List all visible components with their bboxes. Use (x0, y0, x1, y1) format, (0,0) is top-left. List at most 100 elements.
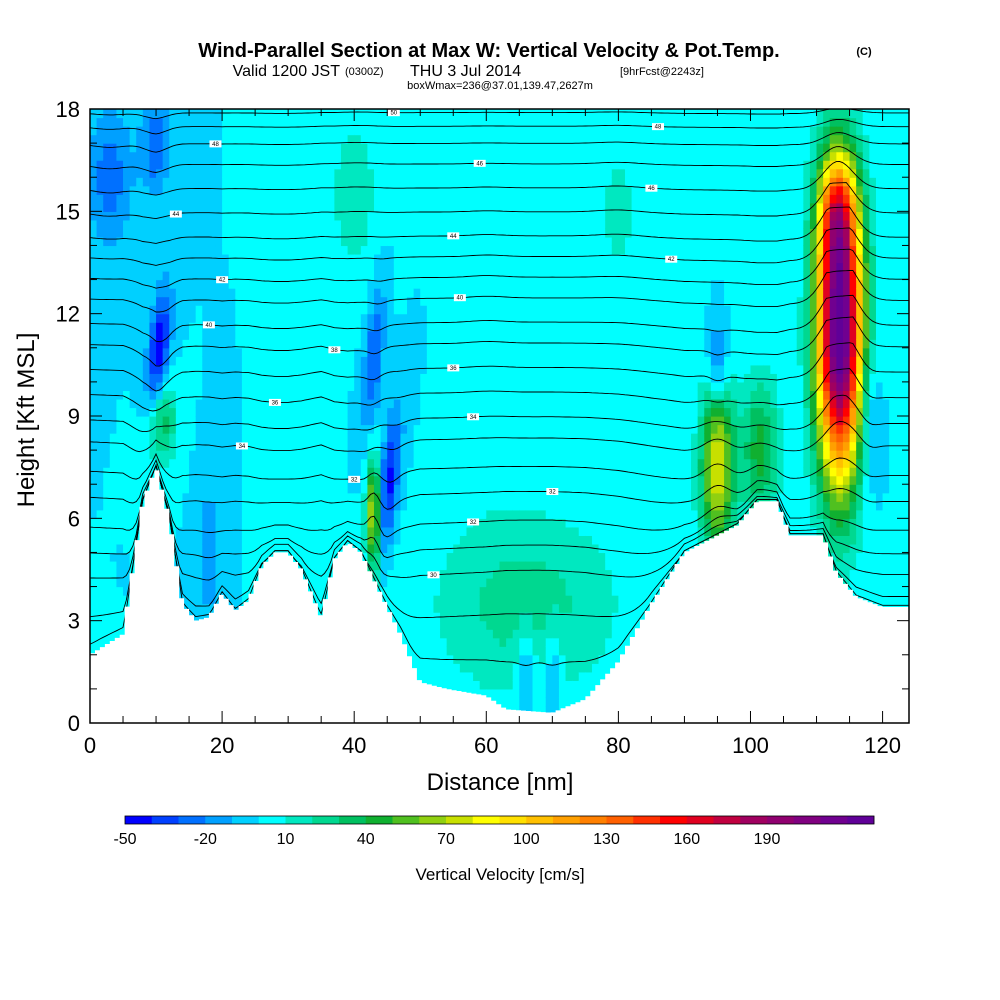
velocity-cell (235, 347, 243, 357)
velocity-cell (288, 458, 296, 468)
velocity-cell (169, 364, 177, 374)
velocity-cell (354, 262, 362, 272)
velocity-cell (222, 373, 230, 383)
velocity-cell (354, 143, 362, 153)
velocity-cell (506, 271, 514, 281)
velocity-cell (473, 501, 481, 511)
velocity-cell (202, 569, 210, 579)
velocity-cell (492, 356, 501, 366)
velocity-cell (479, 603, 487, 613)
velocity-cell (281, 526, 289, 536)
velocity-cell (532, 279, 540, 289)
velocity-cell (512, 475, 520, 485)
velocity-cell (208, 143, 217, 153)
velocity-cell (222, 526, 230, 536)
velocity-cell (281, 373, 289, 383)
velocity-cell (347, 433, 355, 443)
velocity-cell (499, 398, 507, 409)
velocity-cell (215, 373, 223, 383)
velocity-cell (380, 202, 388, 212)
velocity-cell (426, 211, 435, 221)
velocity-cell (215, 279, 223, 289)
velocity-cell (340, 492, 349, 502)
velocity-cell (156, 279, 164, 289)
velocity-cell (109, 458, 118, 468)
velocity-cell (525, 518, 534, 528)
velocity-cell (532, 535, 540, 545)
velocity-cell (512, 586, 520, 596)
velocity-cell (288, 467, 296, 477)
velocity-cell (294, 296, 302, 306)
velocity-cell (413, 271, 421, 281)
velocity-cell (288, 202, 296, 212)
velocity-cell (340, 262, 349, 272)
velocity-cell (334, 424, 342, 434)
velocity-cell (519, 501, 527, 511)
velocity-cell (327, 458, 335, 468)
velocity-cell (241, 296, 250, 306)
velocity-cell (90, 126, 98, 136)
velocity-cell (268, 484, 276, 494)
velocity-cell (347, 271, 355, 281)
velocity-cell (367, 458, 375, 468)
velocity-cell (321, 373, 329, 383)
velocity-cell (248, 484, 256, 494)
velocity-cell (215, 211, 223, 221)
velocity-cell (446, 347, 454, 357)
velocity-cell (195, 569, 203, 579)
velocity-cell (281, 168, 289, 178)
velocity-cell (499, 160, 507, 170)
velocity-cell (525, 126, 534, 136)
velocity-cell (387, 177, 395, 187)
velocity-cell (169, 228, 177, 238)
velocity-cell (519, 330, 527, 340)
velocity-cell (228, 330, 236, 340)
velocity-cell (123, 475, 131, 485)
velocity-cell (202, 134, 210, 144)
velocity-cell (420, 177, 428, 187)
velocity-cell (413, 279, 421, 289)
velocity-cell (426, 126, 435, 136)
velocity-cell (479, 569, 487, 579)
velocity-cell (492, 697, 501, 707)
velocity-cell (96, 296, 104, 306)
velocity-cell (103, 313, 111, 323)
velocity-cell (96, 245, 104, 255)
velocity-cell (512, 134, 520, 144)
velocity-cell (539, 663, 547, 673)
velocity-cell (519, 697, 527, 707)
velocity-cell (129, 356, 137, 366)
velocity-cell (294, 262, 302, 272)
velocity-cell (116, 586, 124, 596)
velocity-cell (360, 177, 368, 187)
velocity-cell (340, 322, 349, 332)
velocity-cell (208, 433, 217, 443)
velocity-cell (314, 109, 322, 119)
velocity-cell (347, 117, 355, 127)
velocity-cell (175, 143, 184, 153)
velocity-cell (453, 671, 461, 681)
velocity-cell (407, 313, 415, 323)
velocity-cell (407, 228, 415, 238)
velocity-cell (426, 518, 435, 528)
velocity-cell (539, 441, 547, 451)
velocity-cell (307, 126, 316, 136)
velocity-cell (235, 194, 243, 204)
velocity-cell (294, 407, 302, 417)
velocity-cell (446, 620, 454, 630)
velocity-cell (459, 364, 468, 374)
velocity-cell (539, 398, 547, 409)
velocity-cell (473, 109, 481, 119)
velocity-cell (499, 143, 507, 153)
velocity-cell (420, 134, 428, 144)
velocity-cell (459, 219, 468, 229)
velocity-cell (400, 143, 408, 153)
velocity-cell (96, 143, 104, 153)
velocity-cell (446, 262, 454, 272)
velocity-cell (215, 262, 223, 272)
velocity-cell (136, 339, 144, 349)
velocity-cell (380, 416, 388, 426)
velocity-cell (301, 424, 309, 434)
velocity-cell (314, 526, 322, 536)
velocity-cell (182, 441, 190, 451)
